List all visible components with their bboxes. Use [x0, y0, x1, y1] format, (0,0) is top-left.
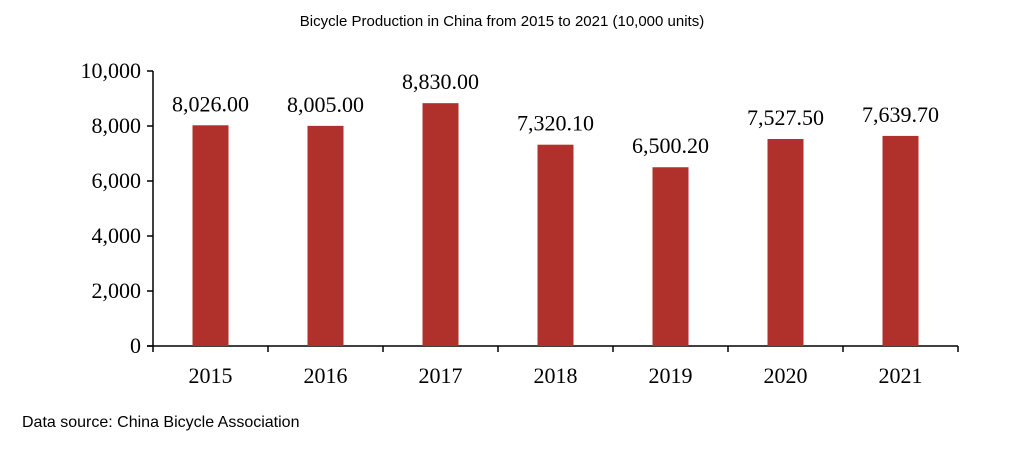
data-source: Data source: China Bicycle Association: [22, 414, 299, 431]
data-label: 7,320.10: [517, 111, 594, 136]
bar-2019: [652, 167, 689, 346]
bar-2021: [882, 135, 919, 346]
y-tick-label: 0: [130, 333, 141, 358]
chart-title: Bicycle Production in China from 2015 to…: [300, 13, 704, 30]
data-label: 8,005.00: [287, 92, 364, 117]
bar-2018: [537, 144, 574, 346]
data-label: 7,527.50: [747, 105, 824, 130]
bar-2017: [422, 103, 459, 346]
y-tick-label: 10,000: [81, 58, 142, 83]
x-tick-label: 2017: [419, 363, 463, 388]
x-tick-label: 2019: [649, 363, 693, 388]
x-tick-label: 2015: [189, 363, 233, 388]
x-tick-label: 2020: [764, 363, 808, 388]
data-label: 7,639.70: [862, 102, 939, 127]
x-tick-label: 2016: [304, 363, 348, 388]
y-tick-label: 2,000: [92, 278, 142, 303]
bar-2016: [307, 125, 344, 346]
x-tick-label: 2021: [879, 363, 923, 388]
bar-2015: [192, 125, 229, 346]
y-tick-label: 6,000: [92, 168, 142, 193]
x-tick-label: 2018: [534, 363, 578, 388]
data-label: 8,830.00: [402, 69, 479, 94]
bar-2020: [767, 138, 804, 346]
y-tick-label: 8,000: [92, 113, 142, 138]
data-label: 6,500.20: [632, 133, 709, 158]
y-tick-label: 4,000: [92, 223, 142, 248]
data-label: 8,026.00: [172, 91, 249, 116]
